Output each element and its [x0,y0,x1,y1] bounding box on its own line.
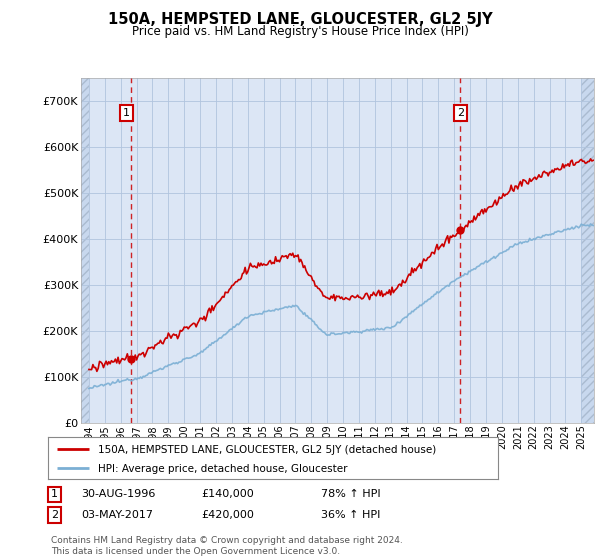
Text: £140,000: £140,000 [201,489,254,500]
Bar [81,78,89,423]
Text: 150A, HEMPSTED LANE, GLOUCESTER, GL2 5JY: 150A, HEMPSTED LANE, GLOUCESTER, GL2 5JY [107,12,493,27]
Text: 2: 2 [457,108,464,118]
Text: 36% ↑ HPI: 36% ↑ HPI [321,510,380,520]
Text: 03-MAY-2017: 03-MAY-2017 [81,510,153,520]
Text: 2: 2 [51,510,58,520]
Text: Contains HM Land Registry data © Crown copyright and database right 2024.
This d: Contains HM Land Registry data © Crown c… [51,536,403,556]
Bar [581,78,594,423]
Text: 1: 1 [123,108,130,118]
Text: HPI: Average price, detached house, Gloucester: HPI: Average price, detached house, Glou… [97,464,347,474]
Text: 150A, HEMPSTED LANE, GLOUCESTER, GL2 5JY (detached house): 150A, HEMPSTED LANE, GLOUCESTER, GL2 5JY… [97,445,436,455]
Text: 30-AUG-1996: 30-AUG-1996 [81,489,155,500]
Text: 78% ↑ HPI: 78% ↑ HPI [321,489,380,500]
Text: £420,000: £420,000 [201,510,254,520]
Text: 1: 1 [51,489,58,500]
Text: Price paid vs. HM Land Registry's House Price Index (HPI): Price paid vs. HM Land Registry's House … [131,25,469,38]
